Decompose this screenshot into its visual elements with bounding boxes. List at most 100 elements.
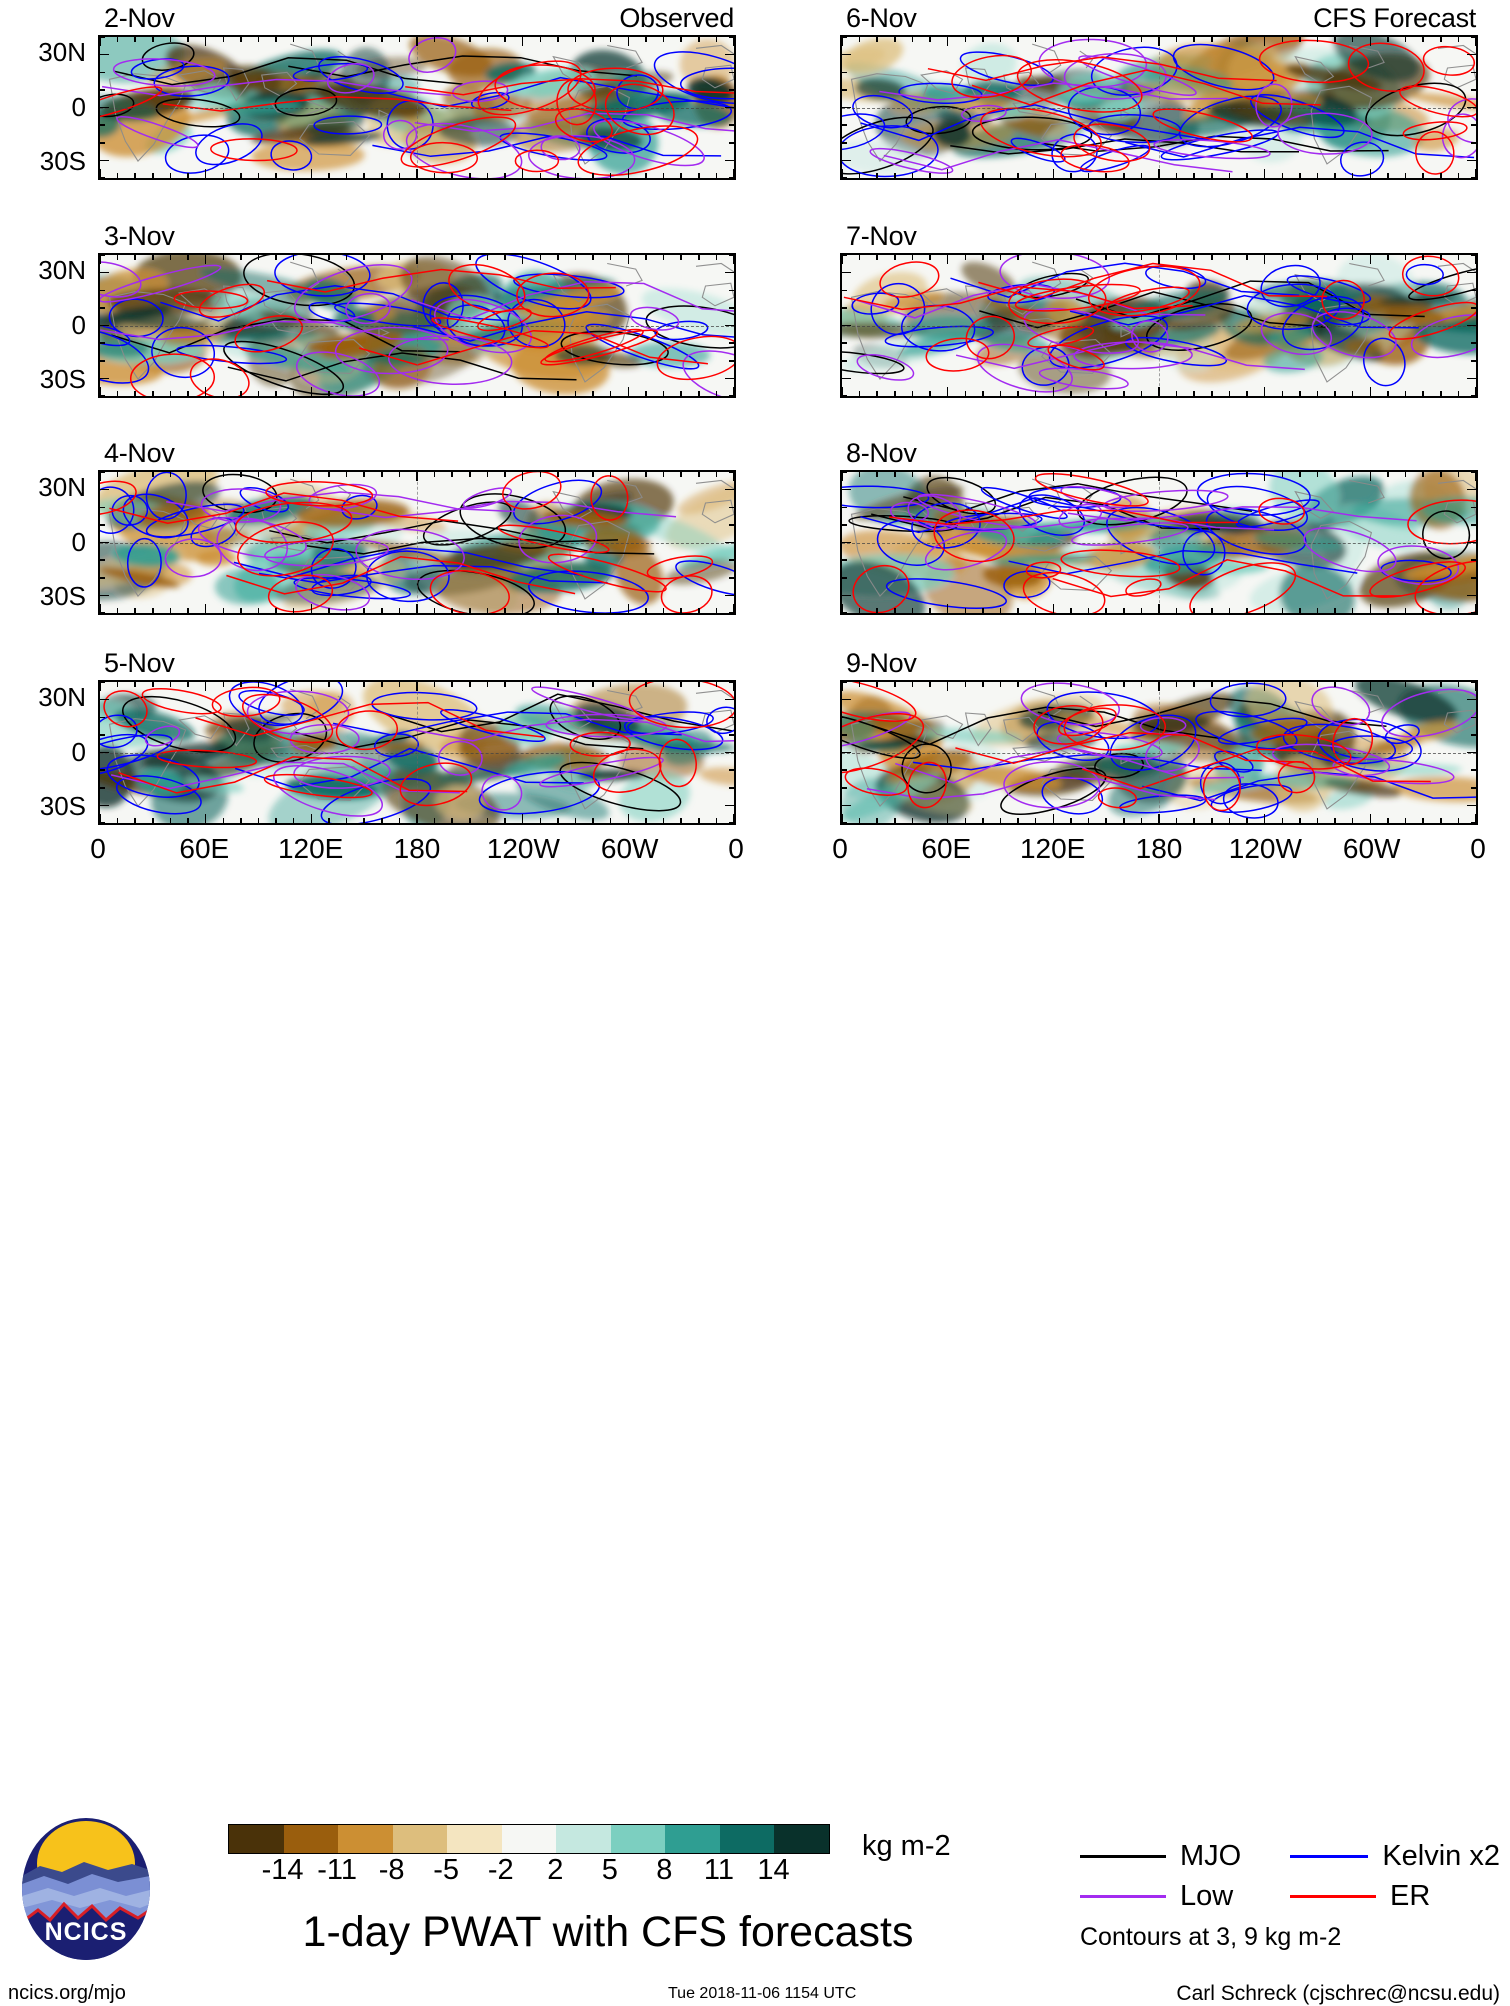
axis-tick-y (842, 177, 847, 178)
axis-tick-x (504, 255, 506, 260)
axis-tick-x (1211, 818, 1213, 823)
axis-tick-x (222, 255, 225, 260)
contour-er (399, 762, 473, 807)
axis-tick-x (1475, 37, 1476, 46)
axis-tick-x (1404, 608, 1407, 613)
axis-tick-x (858, 255, 861, 260)
axis-tick-x (876, 472, 878, 477)
axis-tick-x (1334, 682, 1336, 687)
contour-er (1106, 286, 1190, 314)
contour-er (265, 481, 374, 507)
axis-tick-x (1404, 391, 1407, 396)
map-panel-7-nov: 7-Nov (840, 223, 1478, 398)
y-axis-label-30S: 30S (39, 790, 86, 821)
axis-tick-x (680, 391, 682, 396)
contour-er (400, 116, 517, 168)
map-plot-area[interactable] (840, 680, 1478, 825)
map-plot-area[interactable] (98, 35, 736, 180)
axis-tick-x (1105, 37, 1107, 42)
axis-tick-x (539, 173, 542, 178)
axis-tick-x (1263, 682, 1266, 691)
axis-tick-y (842, 71, 847, 73)
axis-tick-x (257, 682, 260, 687)
axis-tick-x (310, 37, 313, 46)
figure-footer: NCICS -14 -11 -8 -5 -2 2 5 8 11 14 kg m-2 1-day P… (0, 890, 1510, 2005)
axis-tick-x (1369, 255, 1372, 264)
axis-tick-y (1467, 53, 1476, 56)
axis-tick-x (381, 818, 383, 823)
contour-low (295, 351, 381, 396)
axis-tick-x (1123, 37, 1125, 42)
axis-tick-x (715, 682, 718, 687)
contour-kelvin-x2 (1090, 46, 1178, 96)
map-plot-area[interactable] (98, 470, 736, 615)
contour-er (1321, 279, 1365, 320)
axis-tick-x (398, 37, 401, 42)
coastline (298, 339, 371, 374)
contour-low (405, 122, 523, 178)
contour-line-mjo (383, 693, 733, 733)
axis-tick-x (504, 37, 506, 42)
contour-er (1401, 255, 1460, 297)
contour-er (1027, 325, 1095, 348)
axis-tick-x (1387, 255, 1389, 260)
map-plot-area[interactable] (98, 680, 736, 825)
axis-tick-x (1123, 682, 1125, 687)
axis-tick-x (1105, 173, 1107, 178)
contour-kelvin-x2 (270, 140, 313, 171)
axis-tick-x (698, 682, 700, 687)
axis-tick-x (982, 37, 984, 42)
axis-tick-y (100, 682, 105, 683)
contour-er (1388, 301, 1476, 340)
axis-tick-x (574, 391, 577, 396)
axis-tick-y (842, 472, 847, 473)
map-plot-area[interactable] (840, 35, 1478, 180)
axis-tick-y (100, 488, 109, 491)
axis-tick-y (729, 612, 734, 613)
contour-er (189, 358, 250, 396)
contour-er (267, 574, 334, 613)
axis-tick-x (257, 173, 260, 178)
axis-tick-x (1334, 255, 1336, 260)
axis-tick-x (911, 391, 914, 396)
y-axis-label-30S: 30S (39, 145, 86, 176)
axis-tick-x (1404, 37, 1407, 42)
contour-line-low (895, 746, 1245, 784)
axis-tick-y (1471, 472, 1476, 473)
coastline (222, 502, 250, 537)
axis-tick-x (1052, 255, 1055, 264)
axis-tick-x (592, 608, 594, 613)
contour-kelvin-x2 (1018, 494, 1086, 536)
contour-kelvin-x2 (675, 560, 734, 596)
contour-low (1038, 367, 1129, 390)
x-axis-label-60E: 60E (179, 833, 230, 864)
contour-mjo (559, 761, 682, 812)
axis-tick-x (1193, 472, 1195, 477)
x-axis-label-120W: 120W (486, 833, 560, 864)
axis-tick-x (1316, 682, 1319, 687)
colorbar-swatches (228, 1824, 830, 1854)
axis-tick-x (275, 818, 277, 823)
contour-kelvin-x2 (1196, 472, 1311, 516)
axis-tick-y (842, 307, 847, 309)
axis-tick-y (100, 751, 109, 754)
map-plot-area[interactable] (840, 470, 1478, 615)
coastline (1120, 327, 1132, 338)
contour-er (879, 261, 940, 298)
axis-tick-x (715, 37, 718, 42)
axis-tick-x (715, 255, 718, 260)
axis-tick-x (1316, 255, 1319, 260)
axis-tick-x (1158, 37, 1160, 46)
map-plot-area[interactable] (840, 253, 1478, 398)
axis-tick-x (416, 472, 418, 481)
axis-tick-x (946, 169, 949, 178)
contour-low (889, 501, 930, 523)
axis-tick-x (858, 37, 861, 42)
axis-tick-y (729, 71, 734, 73)
axis-tick-x (1316, 391, 1319, 396)
coastline (850, 73, 929, 162)
axis-tick-x (1281, 682, 1284, 687)
contour-kelvin-x2 (308, 301, 356, 322)
map-plot-area[interactable] (98, 253, 736, 398)
axis-tick-x (1404, 472, 1407, 477)
